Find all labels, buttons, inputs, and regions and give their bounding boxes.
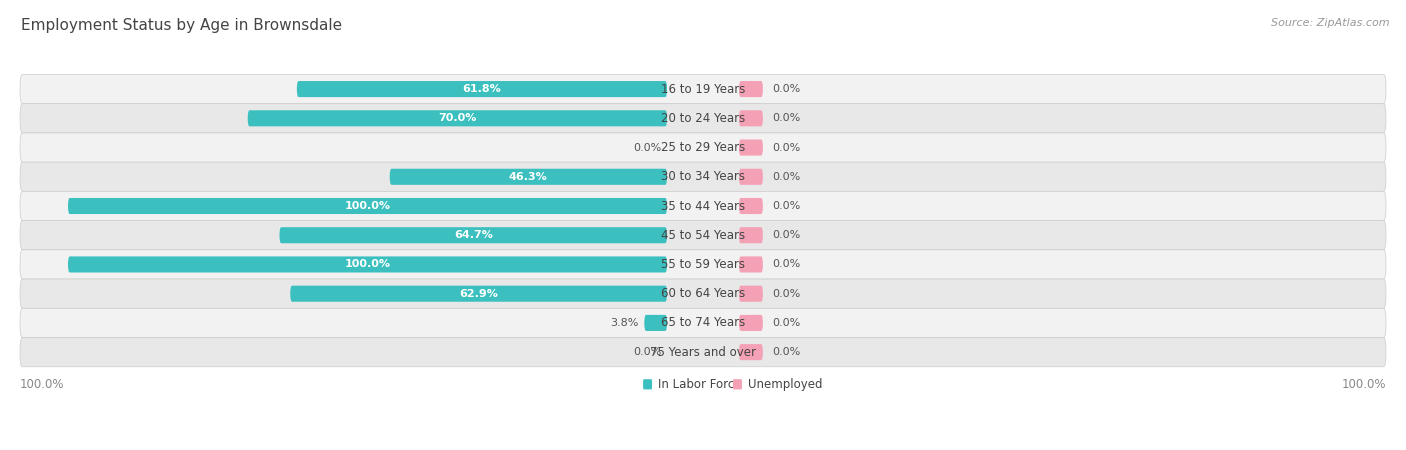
- FancyBboxPatch shape: [740, 227, 763, 243]
- Text: 0.0%: 0.0%: [772, 84, 800, 94]
- FancyBboxPatch shape: [740, 169, 763, 185]
- FancyBboxPatch shape: [740, 344, 763, 360]
- Text: 46.3%: 46.3%: [509, 172, 548, 182]
- FancyBboxPatch shape: [247, 110, 666, 126]
- FancyBboxPatch shape: [290, 286, 666, 302]
- Text: 3.8%: 3.8%: [610, 318, 638, 328]
- Text: 0.0%: 0.0%: [772, 289, 800, 299]
- Text: 45 to 54 Years: 45 to 54 Years: [661, 229, 745, 242]
- Text: 75 Years and over: 75 Years and over: [650, 346, 756, 359]
- Text: 0.0%: 0.0%: [633, 347, 661, 357]
- Text: 0.0%: 0.0%: [772, 113, 800, 123]
- Text: 55 to 59 Years: 55 to 59 Years: [661, 258, 745, 271]
- FancyBboxPatch shape: [297, 81, 666, 97]
- Text: Source: ZipAtlas.com: Source: ZipAtlas.com: [1271, 18, 1389, 28]
- FancyBboxPatch shape: [643, 379, 652, 389]
- FancyBboxPatch shape: [740, 81, 763, 97]
- FancyBboxPatch shape: [280, 227, 666, 243]
- FancyBboxPatch shape: [20, 279, 1386, 308]
- FancyBboxPatch shape: [733, 379, 742, 389]
- FancyBboxPatch shape: [740, 286, 763, 302]
- FancyBboxPatch shape: [389, 169, 666, 185]
- Text: 0.0%: 0.0%: [772, 260, 800, 270]
- Text: 65 to 74 Years: 65 to 74 Years: [661, 316, 745, 329]
- FancyBboxPatch shape: [20, 338, 1386, 367]
- FancyBboxPatch shape: [740, 140, 763, 156]
- Text: Employment Status by Age in Brownsdale: Employment Status by Age in Brownsdale: [21, 18, 342, 33]
- Text: 100.0%: 100.0%: [344, 201, 391, 211]
- FancyBboxPatch shape: [20, 74, 1386, 104]
- Text: 100.0%: 100.0%: [1341, 378, 1386, 391]
- Text: 0.0%: 0.0%: [633, 143, 661, 153]
- Text: 25 to 29 Years: 25 to 29 Years: [661, 141, 745, 154]
- FancyBboxPatch shape: [740, 256, 763, 273]
- Text: 30 to 34 Years: 30 to 34 Years: [661, 170, 745, 183]
- Text: 100.0%: 100.0%: [344, 260, 391, 270]
- FancyBboxPatch shape: [67, 256, 666, 273]
- Text: 0.0%: 0.0%: [772, 347, 800, 357]
- Text: In Labor Force: In Labor Force: [658, 378, 741, 391]
- FancyBboxPatch shape: [20, 104, 1386, 133]
- FancyBboxPatch shape: [67, 198, 666, 214]
- Text: 16 to 19 Years: 16 to 19 Years: [661, 83, 745, 95]
- FancyBboxPatch shape: [20, 133, 1386, 162]
- FancyBboxPatch shape: [20, 220, 1386, 250]
- FancyBboxPatch shape: [20, 191, 1386, 220]
- Text: 100.0%: 100.0%: [20, 378, 65, 391]
- FancyBboxPatch shape: [20, 250, 1386, 279]
- Text: 64.7%: 64.7%: [454, 230, 492, 240]
- Text: 61.8%: 61.8%: [463, 84, 502, 94]
- FancyBboxPatch shape: [740, 315, 763, 331]
- Text: 0.0%: 0.0%: [772, 318, 800, 328]
- Text: Unemployed: Unemployed: [748, 378, 823, 391]
- Text: 0.0%: 0.0%: [772, 172, 800, 182]
- Text: 35 to 44 Years: 35 to 44 Years: [661, 199, 745, 212]
- Text: 0.0%: 0.0%: [772, 201, 800, 211]
- Text: 0.0%: 0.0%: [772, 143, 800, 153]
- FancyBboxPatch shape: [740, 110, 763, 126]
- Text: 62.9%: 62.9%: [460, 289, 498, 299]
- FancyBboxPatch shape: [644, 315, 666, 331]
- Text: 0.0%: 0.0%: [772, 230, 800, 240]
- FancyBboxPatch shape: [20, 162, 1386, 191]
- FancyBboxPatch shape: [740, 198, 763, 214]
- Text: 70.0%: 70.0%: [439, 113, 477, 123]
- Text: 60 to 64 Years: 60 to 64 Years: [661, 287, 745, 300]
- FancyBboxPatch shape: [20, 308, 1386, 338]
- Text: 20 to 24 Years: 20 to 24 Years: [661, 112, 745, 125]
